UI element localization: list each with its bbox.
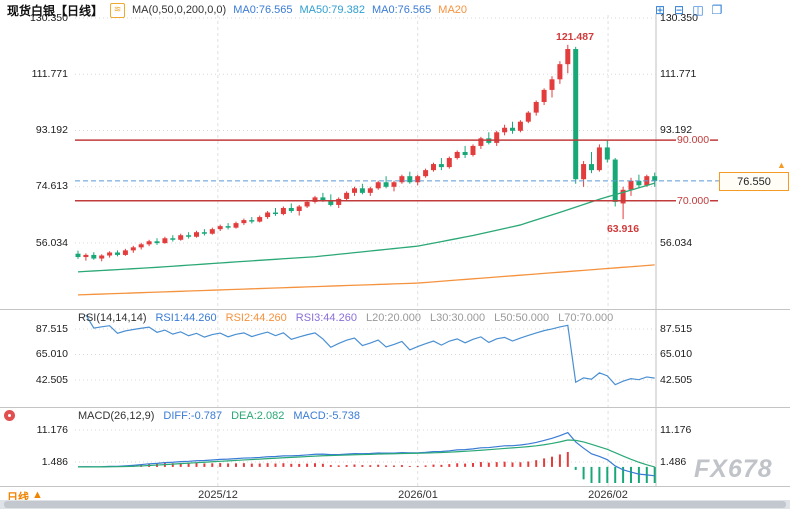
rsi-y-tick-left: 87.515	[35, 323, 68, 335]
main-y-tick-left: 130.350	[30, 12, 68, 24]
macd-value: MACD:-5.738	[293, 410, 360, 422]
chart-header: 现货白银【日线】 ≋ MA(0,50,0,200,0,0) MA0:76.565…	[0, 0, 467, 20]
symbol-title: 现货白银【日线】	[7, 3, 104, 18]
main-y-tick-right: 93.192	[660, 124, 693, 136]
x-axis-tick: 2025/12	[198, 489, 238, 501]
ma20-label: MA20	[438, 4, 468, 16]
main-y-tick-right: 130.350	[660, 12, 698, 24]
horizontal-scrollbar[interactable]	[0, 500, 790, 509]
macd-y-tick-left: 1.486	[41, 456, 68, 468]
ma50-value: MA50:79.382	[299, 4, 365, 16]
rsi-panel-header: RSI(14,14,14) RSI1:44.260 RSI2:44.260 RS…	[78, 312, 613, 324]
rsi-y-tick-left: 65.010	[35, 348, 68, 360]
layout-icon-group: ⊞ ⊟ ◫ ❐	[653, 3, 724, 17]
ma-indicator-icon[interactable]: ≋	[110, 2, 126, 18]
x-axis-tick: 2026/02	[588, 489, 628, 501]
macd-panel-header: MACD(26,12,9) DIFF:-0.787 DEA:2.082 MACD…	[78, 410, 360, 422]
price-up-arrow-icon: ▲	[777, 160, 786, 170]
main-y-tick-right: 111.771	[660, 68, 697, 80]
low-price-annotation: 63.916	[606, 223, 640, 235]
rsi-l50-level: L50:50.000	[494, 312, 550, 324]
rsi-y-tick-left: 42.505	[35, 374, 68, 386]
rsi-l20-level: L20:20.000	[365, 312, 422, 324]
resistance-line-label: 90.000	[676, 134, 711, 146]
rsi-l30-level: L30:30.000	[430, 312, 486, 324]
main-y-tick-left: 74.613	[35, 180, 68, 192]
grid-layout-icon[interactable]: ⊞	[654, 3, 666, 17]
ma0-value-a: MA0:76.565	[233, 4, 293, 16]
high-price-annotation: 121.487	[556, 31, 594, 43]
macd-panel-icon[interactable]	[4, 410, 15, 421]
watermark: FX678	[694, 455, 773, 483]
diff-value: DIFF:-0.787	[163, 410, 223, 422]
rsi-label: RSI(14,14,14)	[78, 312, 147, 324]
rsi2-value: RSI2:44.260	[225, 312, 287, 324]
macd-y-tick-right: 1.486	[660, 456, 687, 468]
rsi-y-tick-right: 42.505	[660, 374, 693, 386]
main-y-tick-left: 56.034	[35, 237, 68, 249]
macd-label: MACD(26,12,9)	[78, 410, 155, 422]
rsi-y-tick-right: 87.515	[660, 323, 693, 335]
split-horizontal-icon[interactable]: ⊟	[673, 3, 685, 17]
main-y-tick-left: 111.771	[31, 68, 68, 80]
x-axis-tick: 2026/01	[398, 489, 438, 501]
scrollbar-thumb[interactable]	[4, 501, 786, 508]
ma-formula: MA(0,50,0,200,0,0)	[132, 4, 227, 16]
rsi1-value: RSI1:44.260	[155, 312, 217, 324]
single-window-icon[interactable]: ❐	[711, 3, 723, 17]
main-y-tick-left: 93.192	[35, 124, 68, 136]
dea-value: DEA:2.082	[231, 410, 285, 422]
support-line-label: 70.000	[676, 195, 711, 207]
main-y-tick-right: 56.034	[660, 237, 693, 249]
rsi-y-tick-right: 65.010	[660, 348, 693, 360]
macd-y-tick-left: 11.176	[36, 424, 68, 436]
macd-y-tick-right: 11.176	[660, 424, 692, 436]
current-price-tag: 76.550	[719, 172, 789, 191]
split-vertical-icon[interactable]: ◫	[692, 3, 704, 17]
rsi3-value: RSI3:44.260	[295, 312, 357, 324]
period-arrow-icon: ▲	[32, 489, 43, 501]
ma0-value-b: MA0:76.565	[371, 4, 432, 16]
rsi-l70-level: L70:70.000	[558, 312, 614, 324]
